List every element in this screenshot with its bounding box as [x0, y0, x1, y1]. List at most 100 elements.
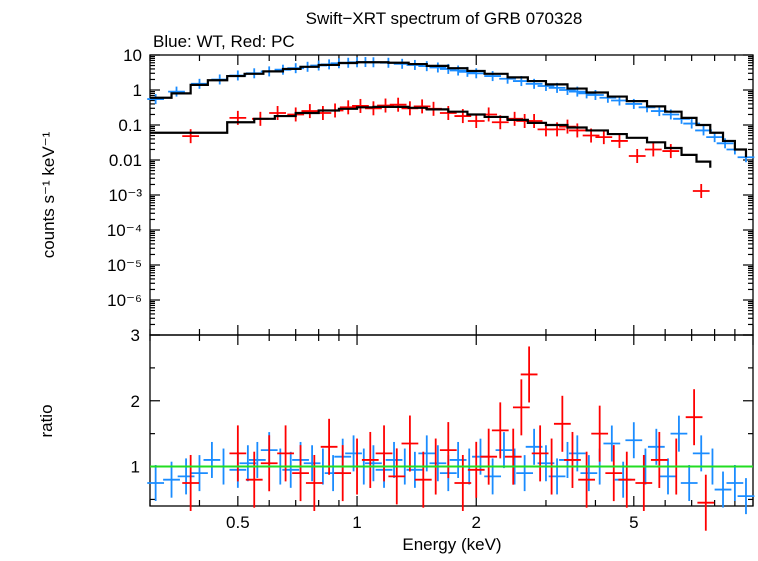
- pc-ratio-point: [605, 445, 623, 502]
- pc-ratio-point: [439, 422, 457, 479]
- wt-ratio-point: [692, 435, 710, 472]
- pc-ratio-point: [182, 454, 200, 511]
- pc-model-line: [150, 105, 712, 168]
- wt-data-point: [484, 71, 502, 82]
- spectrum-y-axis-label: counts s⁻¹ keV⁻¹: [39, 131, 58, 258]
- pc-ratio-point: [520, 346, 538, 403]
- wt-ratio-point: [163, 461, 180, 498]
- ratio-panel: 1 2 3 ratio 0.5 1 2 5 Energy (keV): [37, 326, 755, 554]
- pc-data-point: [339, 100, 357, 115]
- pc-ratio-point: [531, 425, 549, 482]
- pc-ratio-point: [578, 451, 596, 508]
- chart-title: Swift−XRT spectrum of GRB 070328: [306, 9, 583, 28]
- pc-ratio-point: [260, 435, 278, 492]
- pc-ratio-point: [361, 431, 379, 488]
- pc-ratio-point: [467, 441, 485, 498]
- pc-ratio-point: [454, 454, 472, 511]
- pc-data-point: [692, 184, 710, 199]
- pc-ratio-point: [334, 445, 352, 502]
- wt-ratio-point: [147, 464, 165, 501]
- wt-ratio-point: [670, 415, 688, 452]
- pc-data-point: [644, 142, 662, 157]
- wt-ratio-point: [365, 445, 382, 482]
- wt-ratio-point: [429, 445, 447, 482]
- pc-data-point: [413, 99, 431, 114]
- y-tick-label: 1: [133, 81, 142, 100]
- wt-ratio-point: [191, 455, 208, 492]
- y-tick-label: 10: [123, 46, 142, 65]
- wt-ratio-point: [345, 435, 362, 472]
- ratio-data: [147, 346, 755, 531]
- pc-ratio-point: [564, 431, 581, 488]
- pc-data-point: [352, 98, 369, 113]
- pc-ratio-point: [305, 454, 323, 511]
- energy-x-axis-label: Energy (keV): [402, 535, 501, 554]
- ratio-y-tick-labels: 1 2 3: [131, 326, 140, 477]
- pc-ratio-point: [553, 395, 571, 452]
- y-tick-label: 0.1: [118, 116, 142, 135]
- pc-ratio-point: [414, 451, 432, 508]
- pc-ratio-point: [480, 428, 498, 485]
- pc-data-point: [439, 106, 457, 121]
- wt-ratio-point: [303, 445, 321, 482]
- wt-ratio-point: [680, 464, 698, 501]
- pc-ratio-point: [512, 379, 530, 436]
- pc-data-point: [662, 144, 680, 159]
- pc-data-point: [611, 133, 628, 148]
- wt-ratio-point: [203, 441, 221, 478]
- wt-data-point: [168, 86, 185, 97]
- pc-ratio-point: [229, 425, 247, 482]
- wt-ratio-point: [580, 455, 598, 492]
- ratio-y-axis-label: ratio: [37, 404, 56, 437]
- wt-data-point: [147, 94, 165, 105]
- pc-data-point: [301, 104, 319, 119]
- pc-ratio-point: [650, 431, 668, 488]
- wt-ratio-point: [603, 425, 621, 462]
- pc-ratio-point: [685, 389, 703, 446]
- pc-data-point: [568, 123, 586, 138]
- pc-ratio-point: [591, 405, 609, 462]
- spectrum-data: [147, 57, 755, 199]
- pc-ratio-point: [375, 425, 393, 482]
- y-tick-label: 3: [131, 326, 140, 345]
- wt-data-point: [429, 62, 447, 73]
- pc-ratio-point: [292, 445, 309, 502]
- x-tick-label: 5: [629, 513, 638, 532]
- pc-ratio-point: [320, 418, 338, 475]
- pc-data-point: [269, 106, 286, 121]
- wt-data-point: [467, 68, 485, 79]
- wt-model-line: [150, 61, 748, 158]
- x-tick-label: 1: [352, 513, 361, 532]
- wt-ratio-point: [737, 478, 755, 515]
- pc-data-point: [595, 130, 613, 145]
- spectrum-y-tick-labels: 10 1 0.1 0.01 10⁻³ 10⁻⁴ 10⁻⁵ 10⁻⁶: [107, 46, 143, 310]
- y-tick-label: 10⁻³: [108, 186, 142, 205]
- pc-ratio-point: [618, 451, 636, 508]
- wt-data-point: [716, 138, 734, 149]
- wt-ratio-point: [647, 428, 665, 465]
- y-tick-label: 10⁻⁴: [107, 221, 142, 240]
- pc-ratio-point: [388, 448, 406, 505]
- pc-data-point: [467, 114, 485, 129]
- wt-ratio-point: [484, 458, 502, 495]
- wt-ratio-point: [659, 458, 677, 495]
- spectrum-panel-frame: [149, 54, 754, 336]
- wt-data-point: [695, 125, 712, 136]
- y-tick-label: 2: [131, 392, 140, 411]
- spectrum-panel: 10 1 0.1 0.01 10⁻³ 10⁻⁴ 10⁻⁵ 10⁻⁶ counts s⁻¹ ke…: [39, 46, 755, 336]
- pc-ratio-point: [697, 474, 715, 531]
- wt-data-point: [449, 65, 467, 76]
- pc-ratio-point: [491, 402, 509, 459]
- wt-ratio-point: [714, 471, 732, 508]
- y-tick-label: 10⁻⁵: [107, 256, 142, 275]
- wt-ratio-point: [248, 441, 266, 478]
- pc-ratio-point: [277, 425, 294, 482]
- pc-ratio-point: [635, 454, 653, 511]
- ratio-panel-frame: [149, 334, 754, 507]
- pc-ratio-point: [245, 451, 263, 508]
- y-tick-label: 0.01: [109, 151, 142, 170]
- wt-ratio-point: [385, 441, 403, 478]
- wt-ratio-point: [418, 435, 436, 472]
